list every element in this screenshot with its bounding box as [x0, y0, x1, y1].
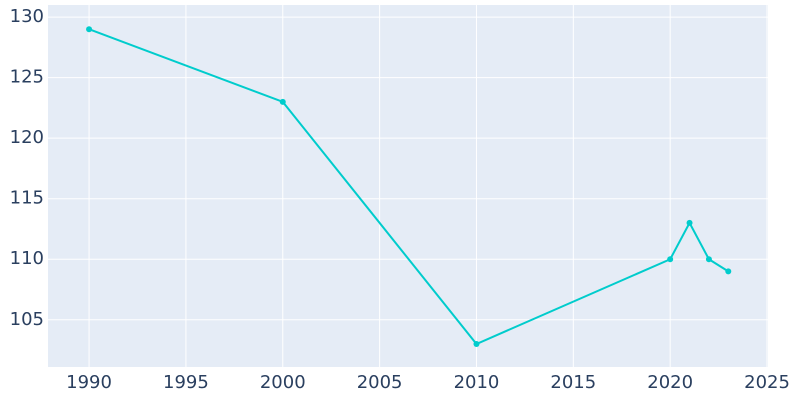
x-tick-label: 2000: [260, 372, 306, 393]
data-point: [725, 268, 732, 275]
data-point: [473, 340, 480, 347]
y-tick-label: 115: [10, 188, 44, 209]
y-tick-label: 125: [10, 67, 44, 88]
x-tick-label: 1990: [66, 372, 112, 393]
data-point: [279, 98, 286, 105]
x-tick-label: 1995: [163, 372, 209, 393]
data-point: [686, 219, 693, 226]
data-point: [705, 256, 712, 263]
y-tick-label: 110: [10, 248, 44, 269]
x-tick-label: 2025: [744, 372, 790, 393]
y-tick-label: 130: [10, 6, 44, 27]
y-tick-label: 120: [10, 127, 44, 148]
y-tick-label: 105: [10, 309, 44, 330]
data-point: [667, 256, 674, 263]
x-tick-label: 2020: [647, 372, 693, 393]
data-point: [86, 26, 93, 33]
x-tick-label: 2005: [357, 372, 403, 393]
x-tick-label: 2015: [550, 372, 596, 393]
plot-area: [48, 5, 768, 367]
x-tick-label: 2010: [454, 372, 500, 393]
